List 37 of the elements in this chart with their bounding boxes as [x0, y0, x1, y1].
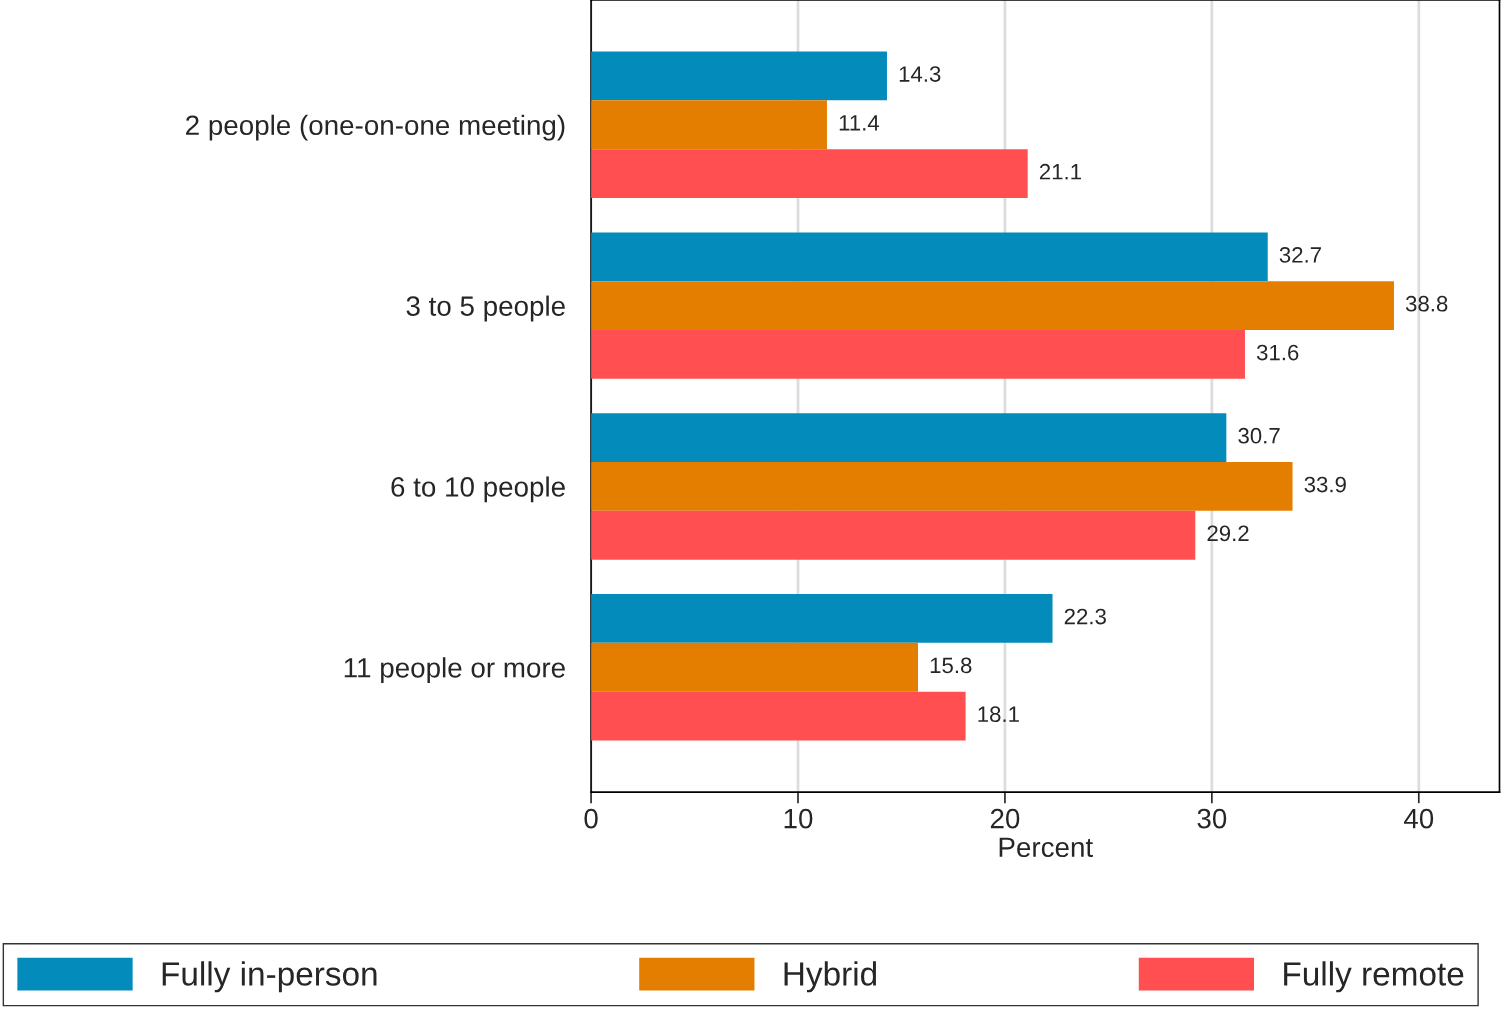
x-tick-label: 20 [990, 808, 1020, 829]
bar [591, 691, 966, 741]
y-tick-label: 11 people or more [344, 657, 565, 684]
data-label: 33.9 [1304, 476, 1346, 493]
x-axis-title: Percent [999, 837, 1093, 858]
data-label: 15.8 [930, 657, 972, 674]
bar [591, 232, 1268, 282]
data-label: 14.3 [899, 66, 941, 82]
x-tick-label: 30 [1197, 808, 1227, 829]
data-label: 11.4 [839, 115, 880, 131]
bar [591, 281, 1394, 331]
bar [591, 413, 1227, 463]
legend-label: Fully remote [1284, 961, 1464, 993]
data-label: 22.3 [1064, 608, 1106, 625]
x-tick-label: 10 [784, 808, 813, 829]
data-label: 32.7 [1279, 247, 1321, 263]
y-tick-label: 3 to 5 people [406, 295, 565, 322]
bar [591, 149, 1028, 199]
data-label: 30.7 [1238, 427, 1280, 444]
data-label: 31.6 [1256, 344, 1299, 361]
legend-label: Fully in-person [162, 961, 377, 993]
data-label: 21.1 [1039, 163, 1081, 180]
y-tick-label: 2 people (one-on-one meeting) [186, 114, 565, 141]
x-tick-label: 40 [1403, 808, 1434, 829]
bar [591, 100, 827, 150]
data-label: 29.2 [1207, 525, 1249, 542]
legend-label: Hybrid [784, 961, 877, 993]
data-label: 18.1 [978, 706, 1019, 723]
bar [591, 51, 887, 101]
bar [591, 510, 1196, 560]
y-tick-label: 6 to 10 people [391, 476, 565, 503]
bar [591, 642, 919, 692]
bar [591, 462, 1293, 511]
data-label: 38.8 [1405, 295, 1448, 312]
bar [591, 330, 1245, 379]
bar [591, 594, 1053, 643]
x-tick-label: 0 [584, 808, 598, 829]
